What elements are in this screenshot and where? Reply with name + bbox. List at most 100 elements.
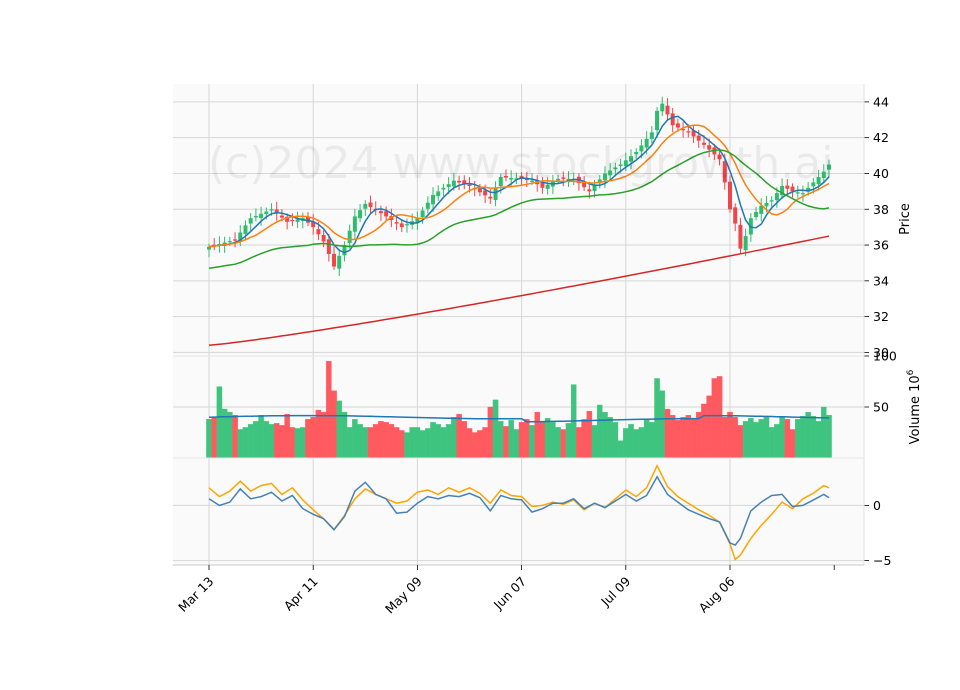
candle-body xyxy=(431,194,436,205)
candle-body xyxy=(785,185,790,189)
oscillator-tick-label: 0 xyxy=(873,498,881,513)
volume-bar xyxy=(576,427,582,459)
volume-bar xyxy=(456,413,462,459)
price-tick-label: 36 xyxy=(873,238,889,253)
volume-bar xyxy=(404,432,410,459)
volume-bar xyxy=(372,424,379,459)
watermark: (c)2024 www.stockgrowth.ai xyxy=(208,138,833,189)
x-tick-label: Mar 13 xyxy=(175,574,216,615)
candle-body xyxy=(639,145,644,152)
volume-bar xyxy=(737,425,744,459)
volume-bar xyxy=(826,415,832,459)
candle-body xyxy=(269,209,274,211)
candle-body xyxy=(285,216,290,222)
volume-bar xyxy=(294,428,301,459)
price-tick-label: 44 xyxy=(873,94,889,109)
candle-body xyxy=(561,177,566,179)
candle-body xyxy=(503,176,508,178)
candle-body xyxy=(259,213,264,219)
volume-bar xyxy=(633,429,639,459)
volume-bar xyxy=(774,424,780,459)
volume-bar xyxy=(289,427,296,459)
volume-bar xyxy=(623,428,629,459)
candle-body xyxy=(655,110,660,131)
candle-body xyxy=(795,192,800,194)
candle-body xyxy=(530,180,535,182)
volume-bar xyxy=(565,423,572,459)
volume-bar xyxy=(232,415,238,459)
volume-bar xyxy=(445,424,452,459)
volume-bar xyxy=(393,427,400,459)
candle-body xyxy=(587,189,592,192)
candle-body xyxy=(686,131,691,133)
candle-body xyxy=(462,180,467,185)
volume-bar xyxy=(706,395,712,459)
volume-bar xyxy=(498,421,504,459)
volume-bar xyxy=(388,424,395,459)
volume-bar xyxy=(414,427,421,459)
volume-bar xyxy=(742,421,749,459)
candle-body xyxy=(545,184,550,189)
candle-body xyxy=(358,210,363,219)
volume-bar xyxy=(492,399,499,459)
volume-bar xyxy=(331,390,337,459)
volume-bar xyxy=(664,408,671,459)
candle-body xyxy=(264,211,269,215)
volume-bar xyxy=(753,422,759,459)
candle-body xyxy=(311,221,316,228)
volume-bar xyxy=(211,417,217,459)
volume-bar xyxy=(815,421,822,459)
candle-body xyxy=(363,203,368,209)
candle-body xyxy=(582,182,587,188)
volume-bar xyxy=(675,420,681,459)
volume-bar xyxy=(362,427,369,459)
candle-body xyxy=(717,154,722,160)
volume-bar xyxy=(544,418,551,459)
volume-bar xyxy=(247,424,254,459)
volume-axis-label: Volume 106 xyxy=(906,369,923,444)
oscillator-plot-area xyxy=(173,458,864,565)
candle-body xyxy=(378,211,383,214)
volume-bar xyxy=(341,411,348,459)
x-tick-label: May 09 xyxy=(382,574,425,617)
volume-bar xyxy=(701,403,707,459)
volume-bar xyxy=(805,411,811,459)
volume-bar xyxy=(503,426,509,459)
volume-bar xyxy=(326,360,332,459)
candle-body xyxy=(399,223,404,228)
volume-bar xyxy=(513,429,520,459)
candle-body xyxy=(722,161,727,183)
candle-body xyxy=(321,234,326,242)
candle-body xyxy=(394,222,399,224)
ma-line-short xyxy=(208,115,830,254)
candle-body xyxy=(728,181,732,210)
candle-body xyxy=(759,205,764,214)
volume-bar xyxy=(539,421,546,459)
volume-bar xyxy=(310,417,316,459)
candle-body xyxy=(467,184,472,186)
volume-bar xyxy=(602,411,608,459)
volume-bar xyxy=(263,421,270,459)
candle-body xyxy=(441,187,446,190)
price-axis-label: Price xyxy=(898,203,913,235)
volume-bar xyxy=(763,417,770,459)
volume-bar xyxy=(628,424,634,459)
volume-bar xyxy=(550,422,556,459)
price-tick-label: 38 xyxy=(873,202,889,217)
volume-bar xyxy=(477,430,483,459)
volume-bar xyxy=(471,432,478,459)
candle-body xyxy=(509,177,514,180)
volume-bar xyxy=(748,418,754,459)
volume-bar xyxy=(419,430,426,459)
candle-body xyxy=(493,187,498,200)
volume-bar xyxy=(216,386,223,459)
candle-body xyxy=(613,167,618,170)
candle-body xyxy=(769,200,774,202)
candle-body xyxy=(821,171,826,179)
candle-body xyxy=(342,245,347,256)
volume-bar xyxy=(279,425,285,459)
volume-bar xyxy=(555,427,561,459)
price-tick-label: 42 xyxy=(873,130,889,145)
price-tick-label: 32 xyxy=(873,309,889,324)
